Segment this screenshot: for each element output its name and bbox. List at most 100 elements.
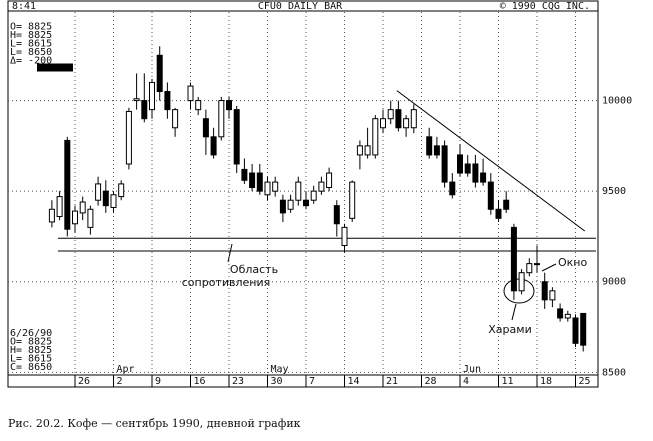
annotation-window: Окно xyxy=(558,256,587,269)
candle-body xyxy=(433,145,440,156)
candle-body xyxy=(464,163,471,174)
candle-body xyxy=(495,208,502,219)
info-line: H= 8825 xyxy=(10,30,52,41)
info-line: 6/26/90 xyxy=(10,328,52,339)
y-tick-label: 10000 xyxy=(602,96,632,107)
candle-body xyxy=(264,181,271,196)
x-tick-label: 11 xyxy=(502,376,514,387)
y-tick-label: 9000 xyxy=(602,277,626,288)
candle-body xyxy=(187,85,194,102)
month-label: Jun xyxy=(463,364,481,375)
candle-body xyxy=(410,109,417,129)
header-title: CFU0 DAILY BAR xyxy=(258,1,343,12)
candle-body xyxy=(449,181,456,196)
candle-body xyxy=(372,118,379,156)
info-line: O= 8825 xyxy=(10,337,52,348)
candle-body xyxy=(149,81,155,111)
x-tick-label: 16 xyxy=(194,376,206,387)
candle-body xyxy=(503,199,510,210)
candle-body xyxy=(341,226,348,247)
candle-body xyxy=(218,100,225,138)
candle-body xyxy=(118,183,125,198)
candle-body xyxy=(226,100,232,111)
candle-body xyxy=(233,109,240,165)
info-line: L= 8615 xyxy=(10,39,52,50)
annotation-resistance: сопротивления xyxy=(182,276,270,289)
info-line: H= 8825 xyxy=(10,345,52,356)
candle-body xyxy=(295,181,302,201)
info-line: O= 8825 xyxy=(10,22,52,33)
x-tick-label: 2 xyxy=(117,376,123,387)
candle-body xyxy=(287,199,294,210)
x-tick-label: 30 xyxy=(271,376,283,387)
y-tick-label: 8500 xyxy=(602,367,626,378)
candle-body xyxy=(426,136,433,156)
candle-body xyxy=(580,312,587,346)
x-tick-label: 23 xyxy=(232,376,244,387)
x-tick-label: 21 xyxy=(386,376,398,387)
annotation-harami: Харами xyxy=(488,323,531,336)
candle-body xyxy=(272,181,279,192)
x-tick-label: 14 xyxy=(348,376,360,387)
info-line: Δ= -200 xyxy=(10,56,52,67)
candle-body xyxy=(195,100,202,111)
candle-body xyxy=(241,168,248,181)
candle-body xyxy=(64,139,71,230)
x-tick-label: 18 xyxy=(540,376,552,387)
highlight xyxy=(37,63,73,72)
info-line: C= 8650 xyxy=(10,362,52,373)
candle-body xyxy=(534,263,540,266)
caption: Рис. 20.2. Кофе — сентябрь 1990, дневной… xyxy=(8,417,301,430)
candle-body xyxy=(549,290,556,301)
candle-body xyxy=(349,181,356,219)
candle-body xyxy=(172,109,179,129)
header-copyright: © 1990 CQG INC. xyxy=(500,1,590,12)
candle-body xyxy=(95,183,102,201)
y-tick-label: 9500 xyxy=(602,186,626,197)
candle-body xyxy=(303,199,309,207)
month-label: Apr xyxy=(117,364,135,375)
candle-body xyxy=(210,136,217,156)
x-tick-label: 26 xyxy=(78,376,90,387)
candle-body xyxy=(156,54,163,93)
month-label: May xyxy=(271,364,289,375)
arrow xyxy=(541,263,557,272)
candle-body xyxy=(279,199,286,214)
candle-body xyxy=(441,145,448,183)
candle-body xyxy=(333,205,340,225)
annotation-resistance: Область xyxy=(230,263,278,276)
candle-body xyxy=(256,172,263,192)
candle-body xyxy=(457,154,463,174)
candle-body xyxy=(102,190,109,207)
info-line: L= 8615 xyxy=(10,354,52,365)
candle-body xyxy=(480,172,487,183)
candle-body xyxy=(472,163,479,183)
candle-body xyxy=(487,181,494,210)
candle-body xyxy=(125,110,132,165)
candle-body xyxy=(572,317,579,344)
candle-body xyxy=(356,145,363,156)
trendline xyxy=(396,90,586,232)
arrow xyxy=(511,303,517,321)
x-tick-label: 4 xyxy=(463,376,469,387)
frame xyxy=(7,0,599,388)
candle-body xyxy=(56,196,63,218)
x-tick-label: 25 xyxy=(579,376,591,387)
header-time: 8:41 xyxy=(12,1,36,12)
candle-body xyxy=(110,194,117,208)
x-tick-label: 28 xyxy=(425,376,437,387)
candle-body xyxy=(380,118,386,129)
candle-body xyxy=(79,201,86,214)
candle-body xyxy=(72,210,78,225)
candle-body xyxy=(326,172,333,189)
candle-body xyxy=(249,172,256,189)
candle-body xyxy=(557,308,564,319)
candle-body xyxy=(164,91,171,111)
candle-body xyxy=(518,272,525,292)
candle-body xyxy=(48,208,55,223)
candle-body xyxy=(510,226,517,292)
candle-body xyxy=(87,208,94,228)
candle-body xyxy=(133,98,140,102)
candle-body xyxy=(387,109,394,120)
